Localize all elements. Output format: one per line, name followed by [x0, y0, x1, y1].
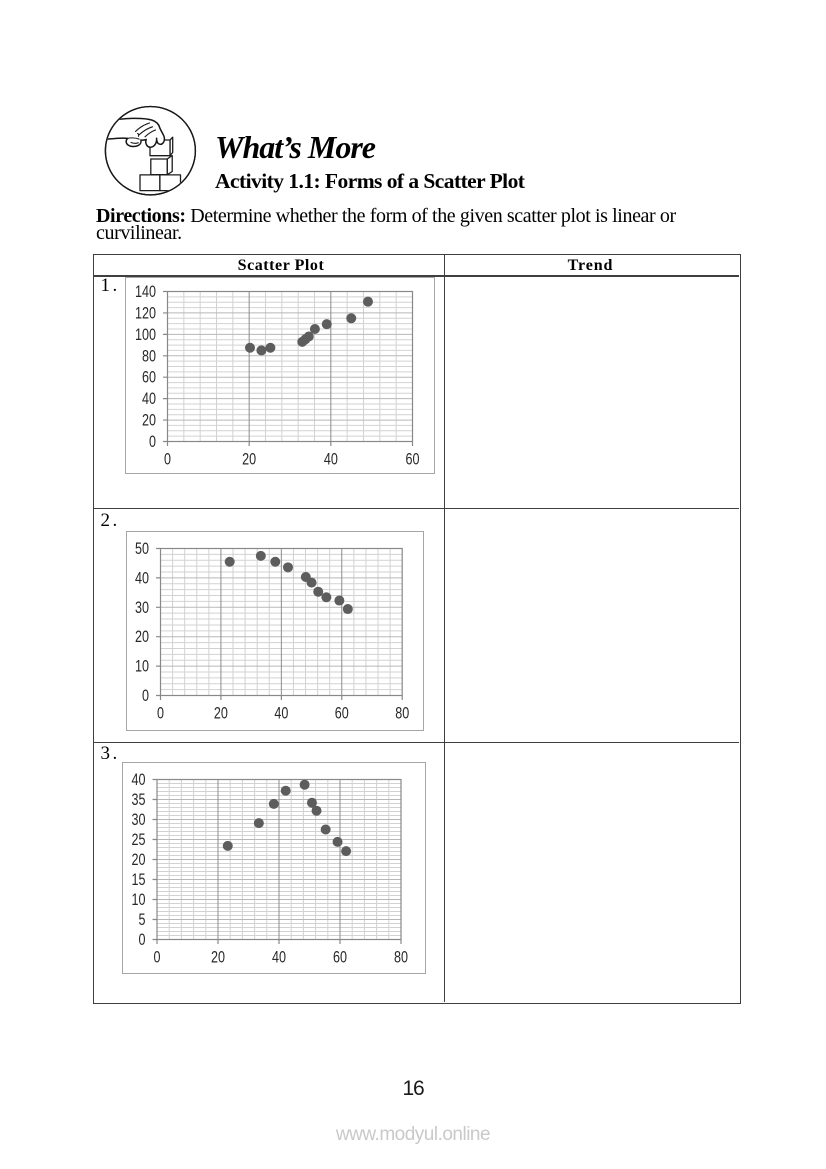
svg-text:60: 60 — [335, 705, 349, 723]
svg-text:140: 140 — [135, 283, 156, 301]
svg-text:50: 50 — [135, 540, 149, 558]
svg-text:0: 0 — [154, 949, 161, 967]
svg-text:0: 0 — [157, 705, 164, 723]
svg-text:20: 20 — [135, 628, 149, 646]
svg-text:40: 40 — [135, 569, 149, 587]
svg-text:80: 80 — [394, 949, 408, 967]
svg-text:10: 10 — [132, 891, 146, 909]
svg-text:0: 0 — [164, 451, 171, 469]
svg-text:20: 20 — [132, 851, 146, 869]
svg-text:0: 0 — [139, 931, 146, 949]
svg-text:40: 40 — [272, 949, 286, 967]
svg-text:25: 25 — [132, 831, 146, 849]
svg-text:5: 5 — [139, 911, 146, 929]
svg-text:60: 60 — [333, 949, 347, 967]
svg-text:40: 40 — [324, 451, 338, 469]
svg-text:0: 0 — [149, 433, 156, 451]
svg-text:10: 10 — [135, 658, 149, 676]
svg-text:120: 120 — [135, 304, 156, 322]
svg-text:20: 20 — [214, 705, 228, 723]
svg-text:60: 60 — [142, 369, 156, 387]
svg-text:20: 20 — [211, 949, 225, 967]
svg-text:80: 80 — [142, 347, 156, 365]
svg-text:100: 100 — [135, 326, 156, 344]
svg-text:80: 80 — [395, 705, 409, 723]
svg-text:40: 40 — [132, 771, 146, 789]
svg-text:60: 60 — [406, 451, 420, 469]
svg-text:40: 40 — [142, 390, 156, 408]
svg-text:35: 35 — [132, 791, 146, 809]
svg-text:30: 30 — [135, 599, 149, 617]
svg-text:20: 20 — [242, 451, 256, 469]
svg-text:30: 30 — [132, 811, 146, 829]
svg-text:40: 40 — [274, 705, 288, 723]
svg-text:15: 15 — [132, 871, 146, 889]
svg-text:20: 20 — [142, 412, 156, 430]
svg-text:0: 0 — [142, 687, 149, 705]
